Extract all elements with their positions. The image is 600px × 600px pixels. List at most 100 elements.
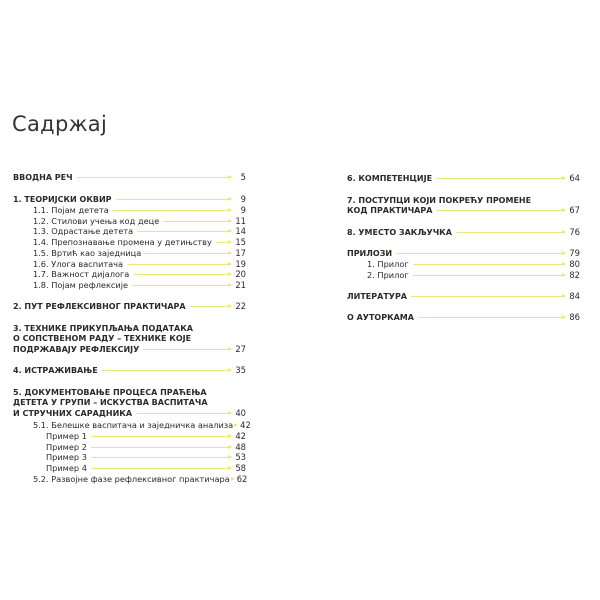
- toc-entry[interactable]: Пример 3 53: [46, 452, 246, 463]
- toc-entry-title: И СТРУЧНИХ САРАДНИКА: [13, 409, 133, 419]
- toc-page-number: 53: [235, 451, 246, 462]
- toc-entry-title: 2. Прилог: [367, 269, 409, 280]
- toc-entry[interactable]: О СОПСТВЕНОМ РАДУ – ТЕХНИКЕ КОЈЕ: [13, 333, 246, 344]
- leader-arrow-icon: [143, 347, 232, 352]
- toc-entry-title: 1.8. Појам рефлексије: [33, 279, 129, 290]
- toc-page-number: 15: [235, 236, 246, 247]
- toc-entry[interactable]: 1. ТЕОРИЈСКИ ОКВИР 9: [13, 194, 246, 205]
- toc-page-number: 5: [240, 171, 246, 182]
- toc-entry[interactable]: ПОДРЖАВАЈУ РЕФЛЕКСИЈУ 27: [13, 344, 246, 355]
- toc-entry[interactable]: О АУТОРКАМА 86: [347, 312, 580, 323]
- leader-arrow-icon: [112, 207, 233, 212]
- leader-arrow-icon: [411, 293, 566, 298]
- toc-entry[interactable]: 1.5. Вртић као заједница 17: [33, 248, 246, 259]
- toc-entry-title: О АУТОРКАМА: [347, 312, 414, 322]
- toc-page-number: 35: [235, 364, 246, 375]
- toc-entry[interactable]: 1.2. Стилови учења код деце 11: [33, 216, 246, 227]
- toc-entry-title: Пример 2: [46, 441, 87, 452]
- leader-arrow-icon: [90, 465, 233, 470]
- toc-entry[interactable]: 8. УМЕСТО ЗАКЉУЧКА 76: [347, 227, 580, 238]
- toc-entry[interactable]: 5. ДОКУМЕНТОВАЊЕ ПРОЦЕСА ПРАЋЕЊА: [13, 387, 246, 398]
- toc-page-number: 62: [236, 473, 248, 484]
- toc-entry[interactable]: 5.1. Белешке васпитача и заједничка анал…: [33, 420, 251, 431]
- toc-entry-title: 1.4. Препознавање промена у детињству: [33, 236, 212, 247]
- toc-entry-title: 1.5. Вртић као заједница: [33, 247, 142, 258]
- toc-page-number: 79: [569, 247, 580, 258]
- leader-arrow-icon: [90, 444, 233, 449]
- leader-arrow-icon: [417, 314, 567, 319]
- toc-entry[interactable]: 5.2. Развојне фазе рефлексивног практича…: [33, 473, 248, 485]
- leader-arrow-icon: [137, 228, 232, 233]
- toc-entry[interactable]: ДЕТЕТА У ГРУПИ – ИСКУСТВА ВАСПИТАЧА: [13, 397, 246, 408]
- toc-entry[interactable]: 4. ИСТРАЖИВАЊЕ 35: [13, 365, 246, 376]
- toc-page-number: 14: [235, 225, 246, 236]
- toc-entry[interactable]: ВВОДНА РЕЧ 5: [13, 172, 246, 183]
- toc-entry-title: ВВОДНА РЕЧ: [13, 172, 73, 182]
- toc-entry-title: 4. ИСТРАЖИВАЊЕ: [13, 365, 98, 375]
- toc-entry[interactable]: 1.6. Улога васпитача 19: [33, 259, 246, 270]
- toc-entry[interactable]: 7. ПОСТУПЦИ КОЈИ ПОКРЕЋУ ПРОМЕНЕ: [347, 195, 580, 206]
- toc-entry-title: 5.2. Развојне фазе рефлексивног практича…: [33, 473, 230, 484]
- leader-arrow-icon: [215, 239, 233, 244]
- toc-entry-title: 1. ТЕОРИЈСКИ ОКВИР: [13, 194, 112, 204]
- toc-entry[interactable]: 3. ТЕХНИКЕ ПРИКУПЉАЊА ПОДАТАКА: [13, 323, 246, 334]
- toc-entry-title: 2. ПУТ РЕФЛЕКСИВНОГ ПРАКТИЧАРА: [13, 301, 186, 311]
- toc-page-number: 22: [235, 300, 246, 311]
- toc-entry-title: 6. КОМПЕТЕНЦИЈЕ: [347, 173, 433, 183]
- toc-entry-title: 8. УМЕСТО ЗАКЉУЧКА: [347, 227, 452, 237]
- toc-entry-title: Пример 3: [46, 451, 87, 462]
- toc-entry[interactable]: ПРИЛОЗИ 79: [347, 248, 580, 259]
- toc-entry-title: КОД ПРАКТИЧАРА: [347, 206, 433, 216]
- leader-arrow-icon: [455, 229, 567, 234]
- toc-entry[interactable]: 1.3. Одрастање детета 14: [33, 226, 246, 237]
- toc-page-number: 9: [240, 193, 246, 204]
- toc-page-number: 9: [240, 204, 246, 215]
- toc-entry[interactable]: Пример 4 58: [46, 463, 246, 474]
- toc-entry-title: 1.1. Појам детета: [33, 204, 109, 215]
- toc-page-number: 84: [569, 290, 580, 301]
- toc-page-number: 48: [235, 441, 246, 452]
- leader-arrow-icon: [412, 261, 567, 266]
- toc-entry-title: 1.3. Одрастање детета: [33, 225, 134, 236]
- toc-entry-title: Пример 4: [46, 462, 87, 473]
- toc-page-number: 86: [569, 311, 580, 322]
- toc-entry[interactable]: 2. ПУТ РЕФЛЕКСИВНОГ ПРАКТИЧАРА 22: [13, 301, 246, 312]
- leader-arrow-icon: [127, 261, 232, 266]
- page-title: Садржај: [12, 112, 108, 137]
- toc-entry-title: Пример 1: [46, 430, 87, 441]
- toc-page-number: 67: [569, 205, 580, 216]
- toc-entry-title: 1.7. Важност дијалога: [33, 268, 130, 279]
- toc-entry-title: 1. Прилог: [367, 258, 409, 269]
- toc-entry[interactable]: 2. Прилог 82: [367, 270, 580, 281]
- toc-entry[interactable]: Пример 2 48: [46, 442, 246, 453]
- toc-page-number: 21: [235, 279, 246, 290]
- leader-arrow-icon: [436, 175, 566, 180]
- toc-page-number: 11: [235, 215, 246, 226]
- toc-page-number: 40: [235, 408, 246, 419]
- leader-arrow-icon: [412, 272, 567, 277]
- toc-entry[interactable]: 1.8. Појам рефлексије 21: [33, 280, 246, 291]
- toc-entry-title: 3. ТЕХНИКЕ ПРИКУПЉАЊА ПОДАТАКА: [13, 323, 193, 333]
- leader-arrow-icon: [436, 208, 566, 213]
- toc-page-number: 17: [235, 247, 246, 258]
- toc-page-number: 42: [235, 430, 246, 441]
- toc-entry[interactable]: 6. КОМПЕТЕНЦИЈЕ 64: [347, 173, 580, 184]
- toc-entry-title: ПОДРЖАВАЈУ РЕФЛЕКСИЈУ: [13, 345, 140, 355]
- toc-entry[interactable]: КОД ПРАКТИЧАРА 67: [347, 205, 580, 216]
- toc-entry[interactable]: 1. Прилог 80: [367, 259, 580, 270]
- leader-arrow-icon: [189, 303, 233, 308]
- toc-entry-title: ДЕТЕТА У ГРУПИ – ИСКУСТВА ВАСПИТАЧА: [13, 398, 208, 408]
- toc-entry[interactable]: 1.7. Важност дијалога 20: [33, 269, 246, 280]
- leader-arrow-icon: [76, 174, 233, 179]
- toc-entry[interactable]: ЛИТЕРАТУРА 84: [347, 291, 580, 302]
- toc-entry[interactable]: 1.4. Препознавање промена у детињству 15: [33, 237, 246, 248]
- leader-arrow-icon: [90, 433, 233, 438]
- toc-entry[interactable]: 1.1. Појам детета 9: [33, 205, 246, 216]
- toc-page-number: 80: [569, 258, 580, 269]
- toc-page-number: 82: [569, 269, 580, 280]
- toc-entry-title: 5. ДОКУМЕНТОВАЊЕ ПРОЦЕСА ПРАЋЕЊА: [13, 387, 207, 397]
- toc-entry[interactable]: Пример 1 42: [46, 431, 246, 442]
- toc-entry[interactable]: И СТРУЧНИХ САРАДНИКА 40: [13, 408, 246, 419]
- leader-arrow-icon: [163, 218, 232, 223]
- toc-entry-title: 1.2. Стилови учења код деце: [33, 215, 160, 226]
